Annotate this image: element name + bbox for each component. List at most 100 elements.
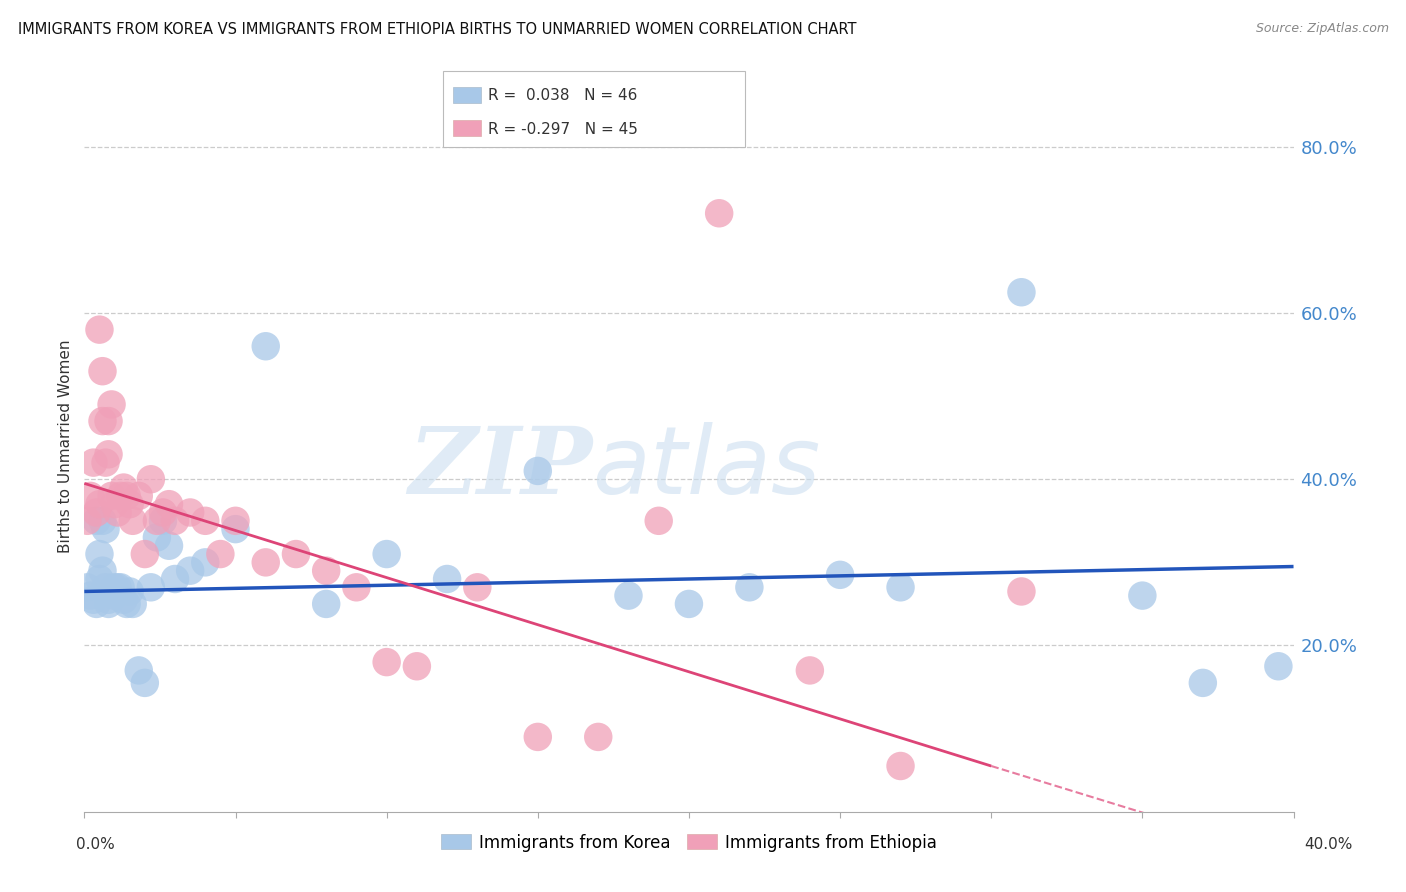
Point [375, 547, 398, 561]
Point [89, 547, 111, 561]
Point [194, 555, 217, 569]
Point [830, 567, 852, 582]
Text: atlas: atlas [592, 423, 821, 514]
Point [94, 456, 117, 470]
Point [94, 580, 117, 594]
Point [79, 489, 101, 503]
Point [110, 580, 132, 594]
Point [890, 759, 912, 773]
Point [1011, 584, 1033, 599]
Point [86, 597, 108, 611]
Point [89, 497, 111, 511]
Point [134, 547, 156, 561]
Point [91, 514, 114, 528]
Point [115, 597, 138, 611]
Point [100, 397, 122, 411]
Point [121, 514, 143, 528]
Point [890, 580, 912, 594]
Text: 0.0%: 0.0% [76, 838, 115, 852]
Point [225, 522, 247, 536]
Point [315, 564, 337, 578]
Legend: Immigrants from Korea, Immigrants from Ethiopia: Immigrants from Korea, Immigrants from E… [434, 827, 943, 858]
Point [94, 522, 117, 536]
Point [104, 497, 127, 511]
Text: ZIP: ZIP [408, 423, 592, 513]
Point [91, 414, 114, 428]
Point [118, 497, 141, 511]
Point [165, 514, 187, 528]
Point [76, 580, 98, 594]
Point [86, 506, 108, 520]
Point [375, 655, 398, 669]
Point [128, 664, 150, 678]
Point [254, 555, 277, 569]
Point [97, 597, 120, 611]
Point [100, 584, 122, 599]
Text: R = -0.297   N = 45: R = -0.297 N = 45 [488, 122, 638, 137]
Point [134, 676, 156, 690]
Point [152, 506, 174, 520]
Point [157, 497, 180, 511]
Point [107, 580, 129, 594]
Point [146, 514, 169, 528]
Point [110, 489, 132, 503]
Point [139, 580, 162, 594]
Point [139, 472, 162, 486]
Point [152, 514, 174, 528]
Point [254, 339, 277, 353]
Point [179, 506, 201, 520]
Point [1011, 285, 1033, 300]
Point [107, 506, 129, 520]
Y-axis label: Births to Unmarried Women: Births to Unmarried Women [58, 339, 73, 553]
Text: IMMIGRANTS FROM KOREA VS IMMIGRANTS FROM ETHIOPIA BIRTHS TO UNMARRIED WOMEN CORR: IMMIGRANTS FROM KOREA VS IMMIGRANTS FROM… [18, 22, 856, 37]
Point [436, 572, 458, 586]
Point [179, 564, 201, 578]
Point [588, 730, 610, 744]
Point [194, 514, 217, 528]
Text: R =  0.038   N = 46: R = 0.038 N = 46 [488, 88, 637, 103]
Point [146, 530, 169, 544]
Point [89, 323, 111, 337]
Point [112, 481, 135, 495]
Point [121, 597, 143, 611]
Point [100, 489, 122, 503]
Point [165, 572, 187, 586]
Point [89, 572, 111, 586]
Point [157, 539, 180, 553]
Text: 40.0%: 40.0% [1305, 838, 1353, 852]
Point [97, 447, 120, 461]
Point [104, 589, 127, 603]
Point [97, 592, 120, 607]
Point [709, 206, 731, 220]
Point [1192, 676, 1215, 690]
Point [76, 514, 98, 528]
Point [128, 489, 150, 503]
Point [346, 580, 368, 594]
Point [527, 730, 550, 744]
Point [467, 580, 489, 594]
Point [91, 564, 114, 578]
Text: Source: ZipAtlas.com: Source: ZipAtlas.com [1256, 22, 1389, 36]
Point [91, 364, 114, 378]
Point [1267, 659, 1289, 673]
Point [82, 456, 104, 470]
Point [285, 547, 308, 561]
Point [406, 659, 429, 673]
Point [112, 592, 135, 607]
Point [315, 597, 337, 611]
Point [104, 580, 127, 594]
Point [209, 547, 232, 561]
Point [82, 592, 104, 607]
Point [617, 589, 640, 603]
Point [86, 514, 108, 528]
Point [738, 580, 761, 594]
Point [1130, 589, 1153, 603]
Point [225, 514, 247, 528]
Point [527, 464, 550, 478]
Point [118, 584, 141, 599]
Point [799, 664, 821, 678]
Point [648, 514, 671, 528]
Point [115, 489, 138, 503]
Point [678, 597, 700, 611]
Point [79, 589, 101, 603]
